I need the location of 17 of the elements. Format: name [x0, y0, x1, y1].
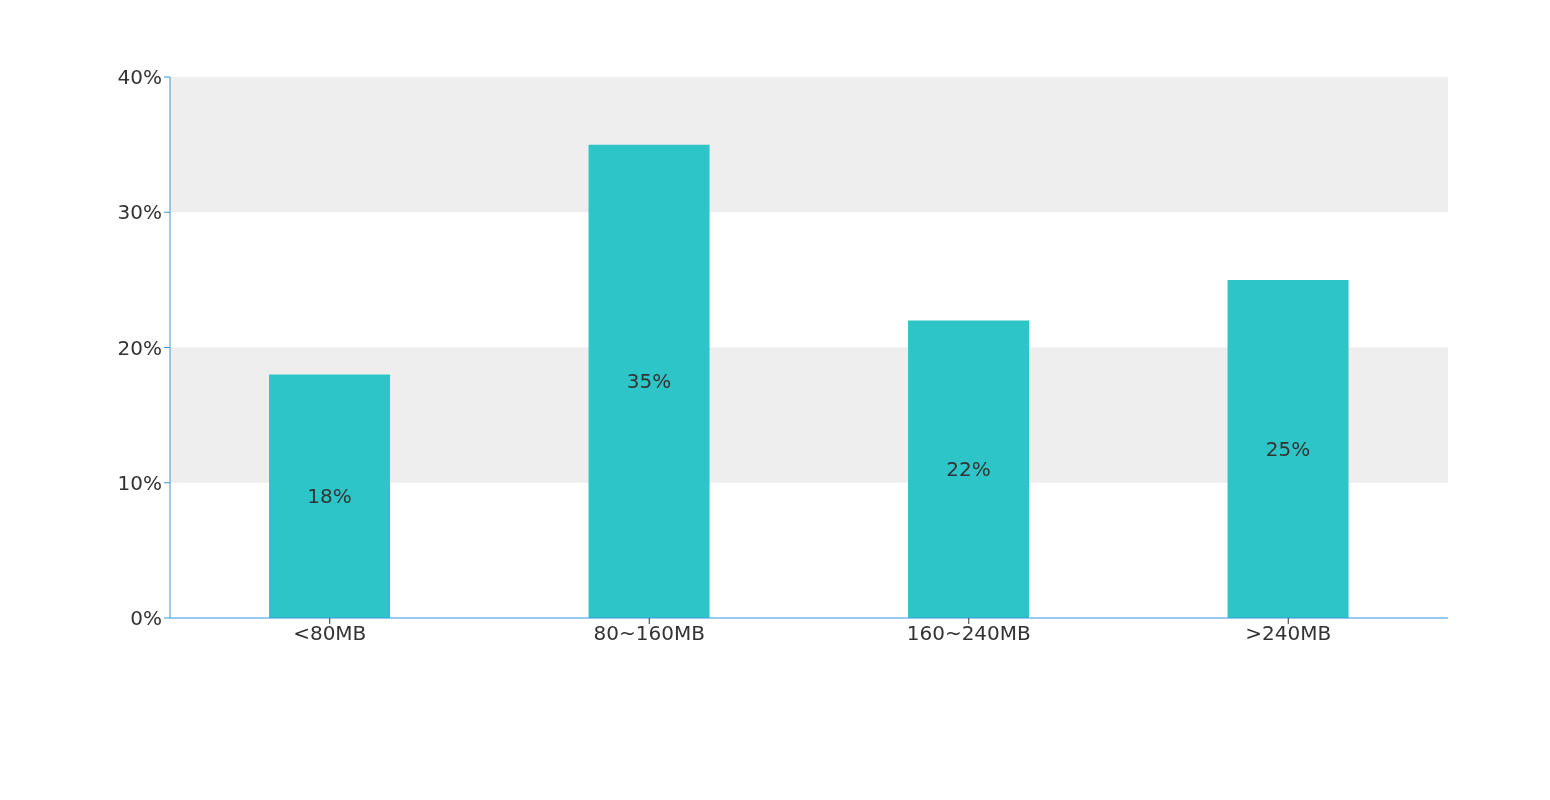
bar	[588, 144, 710, 618]
data-label: 25%	[1265, 437, 1311, 462]
x-tick-label: 160~240MB	[906, 621, 1031, 646]
bar	[1227, 279, 1349, 618]
data-label: 35%	[626, 369, 672, 394]
bar	[908, 320, 1030, 618]
y-tick-label: 20%	[117, 335, 162, 360]
x-tick-label: <80MB	[293, 621, 367, 646]
y-tick-label: 30%	[117, 200, 162, 225]
data-label: 18%	[307, 484, 352, 509]
y-tick-label: 0%	[130, 606, 162, 631]
data-label: 22%	[946, 457, 991, 482]
bar	[269, 374, 391, 618]
x-tick-label: >240MB	[1245, 621, 1332, 646]
y-tick-label: 10%	[117, 470, 162, 495]
x-tick-label: 80~160MB	[593, 621, 705, 646]
y-tick-label: 40%	[117, 65, 162, 90]
